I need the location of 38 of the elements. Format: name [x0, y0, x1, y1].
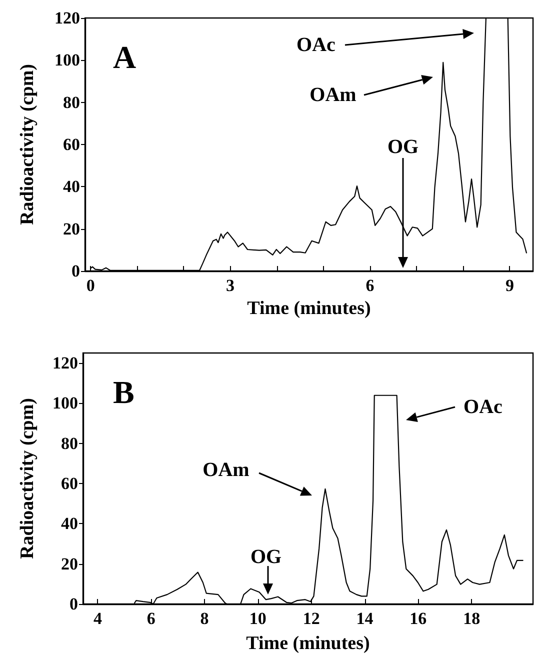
x-axis-title: Time (minutes)	[246, 633, 370, 654]
x-tick-label: 8	[200, 609, 209, 628]
y-tick-label: 60	[61, 474, 78, 494]
x-tick-label: 4	[93, 609, 102, 628]
y-tick-label: 40	[63, 177, 80, 196]
x-tick-label: 12	[302, 609, 320, 628]
annotation: OAc	[464, 396, 503, 418]
annotation: OG	[250, 546, 282, 568]
annotation: OAc	[296, 34, 336, 56]
annotation: OAm	[202, 459, 250, 481]
y-tick-label: 0	[72, 262, 80, 280]
x-tick-label: 9	[505, 276, 514, 295]
y-tick-label: 0	[70, 594, 78, 614]
x-tick-label: 18	[463, 609, 480, 628]
x-tick-label: 10	[249, 609, 266, 628]
y-tick-label: 60	[63, 135, 80, 154]
y-axis-title: Radioactivity (cpm)	[17, 64, 38, 225]
y-tick-label: 40	[61, 514, 78, 534]
x-tick-label: 14	[356, 609, 374, 628]
annotation: OAm	[310, 84, 357, 106]
y-tick-label: 100	[52, 394, 78, 413]
y-tick-label: 80	[63, 92, 80, 112]
x-tick-label: 6	[366, 276, 374, 295]
y-tick-label: 20	[63, 219, 80, 238]
annotation: B	[113, 374, 134, 410]
y-tick-label: 80	[61, 434, 78, 453]
annotation: OG	[387, 136, 419, 158]
x-tick-label: 3	[226, 276, 235, 295]
annotation: A	[113, 39, 136, 75]
y-tick-label: 100	[54, 50, 80, 70]
y-tick-label: 120	[54, 8, 80, 28]
y-axis-title: Radioactivity (cpm)	[17, 398, 38, 559]
x-axis-title: Time (minutes)	[247, 298, 371, 319]
y-tick-label: 20	[61, 554, 78, 574]
x-tick-label: 16	[410, 609, 427, 628]
x-tick-label: 0	[86, 276, 95, 295]
y-tick-label: 120	[52, 354, 78, 373]
x-tick-label: 6	[146, 609, 156, 628]
